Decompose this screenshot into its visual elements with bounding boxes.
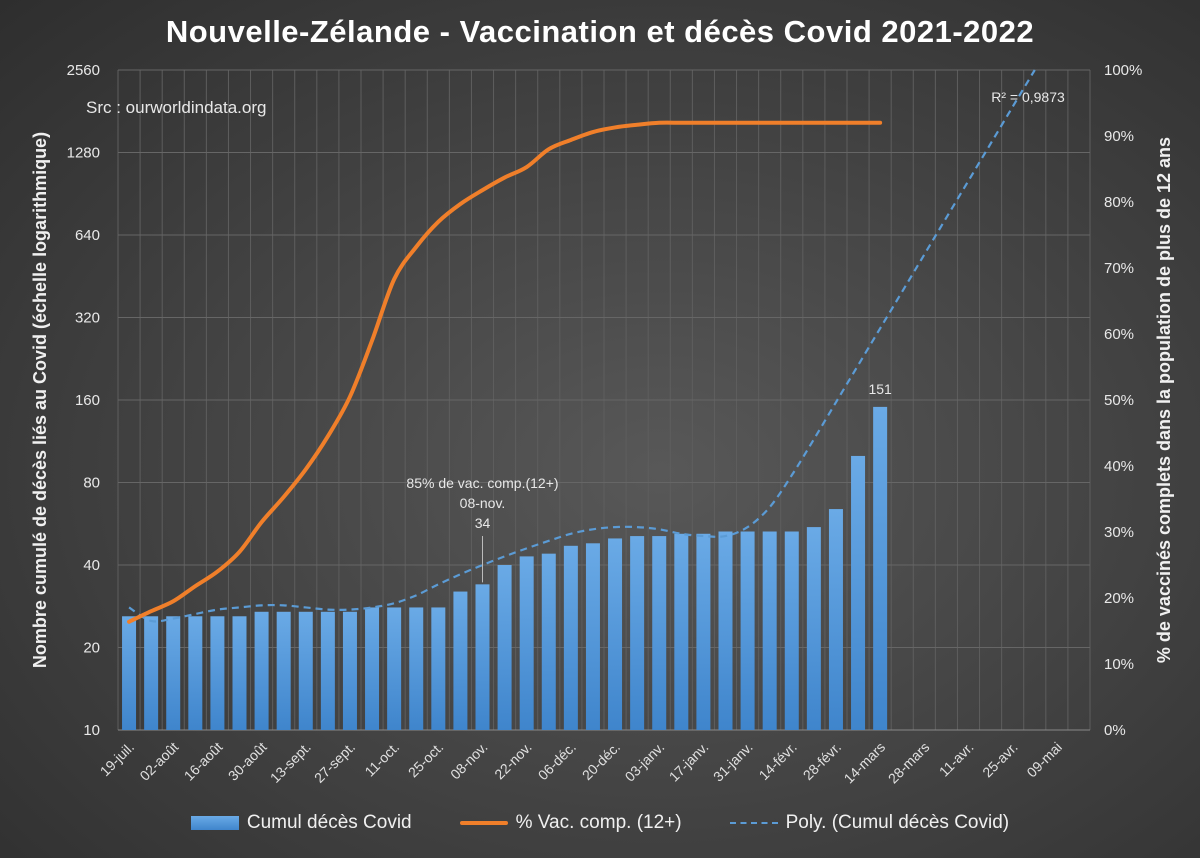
bar bbox=[851, 455, 866, 730]
bar bbox=[718, 531, 733, 730]
annotation-text: 34 bbox=[475, 515, 491, 531]
annotation-text: 85% de vac. comp.(12+) bbox=[406, 475, 558, 491]
bar bbox=[563, 545, 578, 730]
vaccination-line bbox=[127, 120, 883, 624]
y2-tick-label: 80% bbox=[1104, 194, 1134, 211]
legend-label: Poly. (Cumul décès Covid) bbox=[785, 812, 1010, 833]
y2-tick-label: 50% bbox=[1104, 392, 1134, 409]
legend: Cumul décès Covid % Vac. comp. (12+) Pol… bbox=[0, 812, 1200, 834]
bar bbox=[320, 611, 335, 730]
y-tick-label: 640 bbox=[75, 227, 100, 244]
bar bbox=[762, 531, 777, 730]
x-tick-label: 27-sept. bbox=[311, 739, 358, 786]
bar bbox=[365, 607, 380, 730]
x-tick-label: 06-déc. bbox=[535, 739, 579, 783]
bar bbox=[453, 591, 468, 730]
bar bbox=[652, 536, 667, 730]
y2-tick-label: 30% bbox=[1104, 524, 1134, 541]
bar bbox=[740, 531, 755, 730]
y2-tick-label: 10% bbox=[1104, 656, 1134, 673]
bar bbox=[232, 616, 247, 730]
chart-title: Nouvelle-Zélande - Vaccination et décès … bbox=[165, 14, 1035, 49]
y2-axis-title: % de vaccinés complets dans la populatio… bbox=[1154, 137, 1174, 663]
y-tick-label: 20 bbox=[83, 640, 100, 657]
trendline bbox=[128, 69, 1036, 623]
r-squared-label: R² = 0,9873 bbox=[991, 89, 1065, 105]
legend-item-vaccination[interactable]: % Vac. comp. (12+) bbox=[459, 812, 682, 834]
bar bbox=[828, 509, 843, 730]
y2-tick-label: 90% bbox=[1104, 128, 1134, 145]
bar bbox=[431, 607, 446, 730]
legend-item-bars[interactable]: Cumul décès Covid bbox=[190, 812, 412, 834]
y-tick-label: 40 bbox=[83, 557, 100, 574]
bar bbox=[409, 607, 424, 730]
bar bbox=[497, 565, 512, 730]
y2-tick-label: 40% bbox=[1104, 458, 1134, 475]
x-tick-label: 28-mars bbox=[885, 739, 933, 787]
x-tick-label: 22-nov. bbox=[491, 739, 535, 783]
x-tick-label: 19-juil. bbox=[97, 739, 137, 779]
x-tick-label: 03-janv. bbox=[622, 739, 668, 785]
y2-tick-label: 100% bbox=[1104, 62, 1142, 79]
x-tick-label: 09-mai bbox=[1023, 739, 1065, 781]
bar bbox=[144, 616, 159, 730]
y2-tick-label: 60% bbox=[1104, 326, 1134, 343]
legend-label: Cumul décès Covid bbox=[246, 812, 412, 833]
y2-tick-label: 0% bbox=[1104, 722, 1126, 739]
legend-swatch-line bbox=[459, 821, 508, 825]
x-tick-label: 20-déc. bbox=[579, 739, 623, 783]
legend-label: % Vac. comp. (12+) bbox=[515, 812, 682, 833]
x-tick-label: 30-août bbox=[225, 739, 270, 784]
bar bbox=[630, 536, 645, 730]
bar bbox=[298, 611, 313, 730]
y2-tick-label: 70% bbox=[1104, 260, 1134, 277]
bar bbox=[210, 616, 225, 730]
x-tick-label: 17-janv. bbox=[666, 739, 712, 785]
x-tick-label: 16-août bbox=[181, 739, 226, 784]
bar bbox=[188, 616, 203, 730]
legend-swatch-bars bbox=[190, 816, 239, 830]
bar bbox=[276, 611, 291, 730]
bar bbox=[873, 406, 888, 730]
x-tick-label: 11-avr. bbox=[936, 739, 977, 780]
legend-item-trend[interactable]: Poly. (Cumul décès Covid) bbox=[729, 812, 1010, 834]
y-tick-label: 160 bbox=[75, 392, 100, 409]
y-tick-label: 10 bbox=[83, 722, 100, 739]
x-tick-label: 02-août bbox=[136, 739, 181, 784]
y-tick-label: 2560 bbox=[67, 62, 100, 79]
x-tick-label: 28-févr. bbox=[800, 739, 844, 783]
bar bbox=[166, 616, 181, 730]
x-tick-label: 08-nov. bbox=[447, 739, 491, 783]
x-tick-label: 13-sept. bbox=[267, 739, 314, 786]
bar bbox=[387, 607, 402, 730]
x-tick-label: 25-oct. bbox=[405, 739, 447, 781]
source-label: Src : ourworldindata.org bbox=[86, 98, 266, 117]
y-tick-label: 1280 bbox=[67, 145, 100, 162]
y2-tick-label: 20% bbox=[1104, 590, 1134, 607]
y-tick-label: 80 bbox=[83, 475, 100, 492]
y-axis-title: Nombre cumulé de décès liés au Covid (éc… bbox=[30, 132, 50, 668]
bar bbox=[541, 553, 556, 730]
y-tick-label: 320 bbox=[75, 310, 100, 327]
bar bbox=[519, 556, 534, 730]
x-tick-label: 25-avr. bbox=[979, 739, 1021, 781]
bar bbox=[696, 533, 711, 730]
bar bbox=[585, 543, 600, 730]
bar bbox=[784, 531, 799, 730]
x-tick-label: 14-mars bbox=[841, 739, 889, 787]
bar bbox=[608, 538, 623, 730]
data-label-151: 151 bbox=[868, 381, 892, 397]
bar bbox=[342, 611, 357, 730]
bar bbox=[674, 533, 689, 730]
bar bbox=[475, 584, 490, 730]
bar bbox=[122, 616, 137, 730]
x-tick-label: 14-févr. bbox=[756, 739, 800, 783]
legend-swatch-dash bbox=[729, 822, 778, 824]
bar bbox=[806, 527, 821, 730]
annotation-text: 08-nov. bbox=[460, 495, 506, 511]
x-tick-label: 31-janv. bbox=[710, 739, 756, 785]
x-tick-label: 11-oct. bbox=[361, 739, 402, 780]
bar bbox=[254, 611, 269, 730]
